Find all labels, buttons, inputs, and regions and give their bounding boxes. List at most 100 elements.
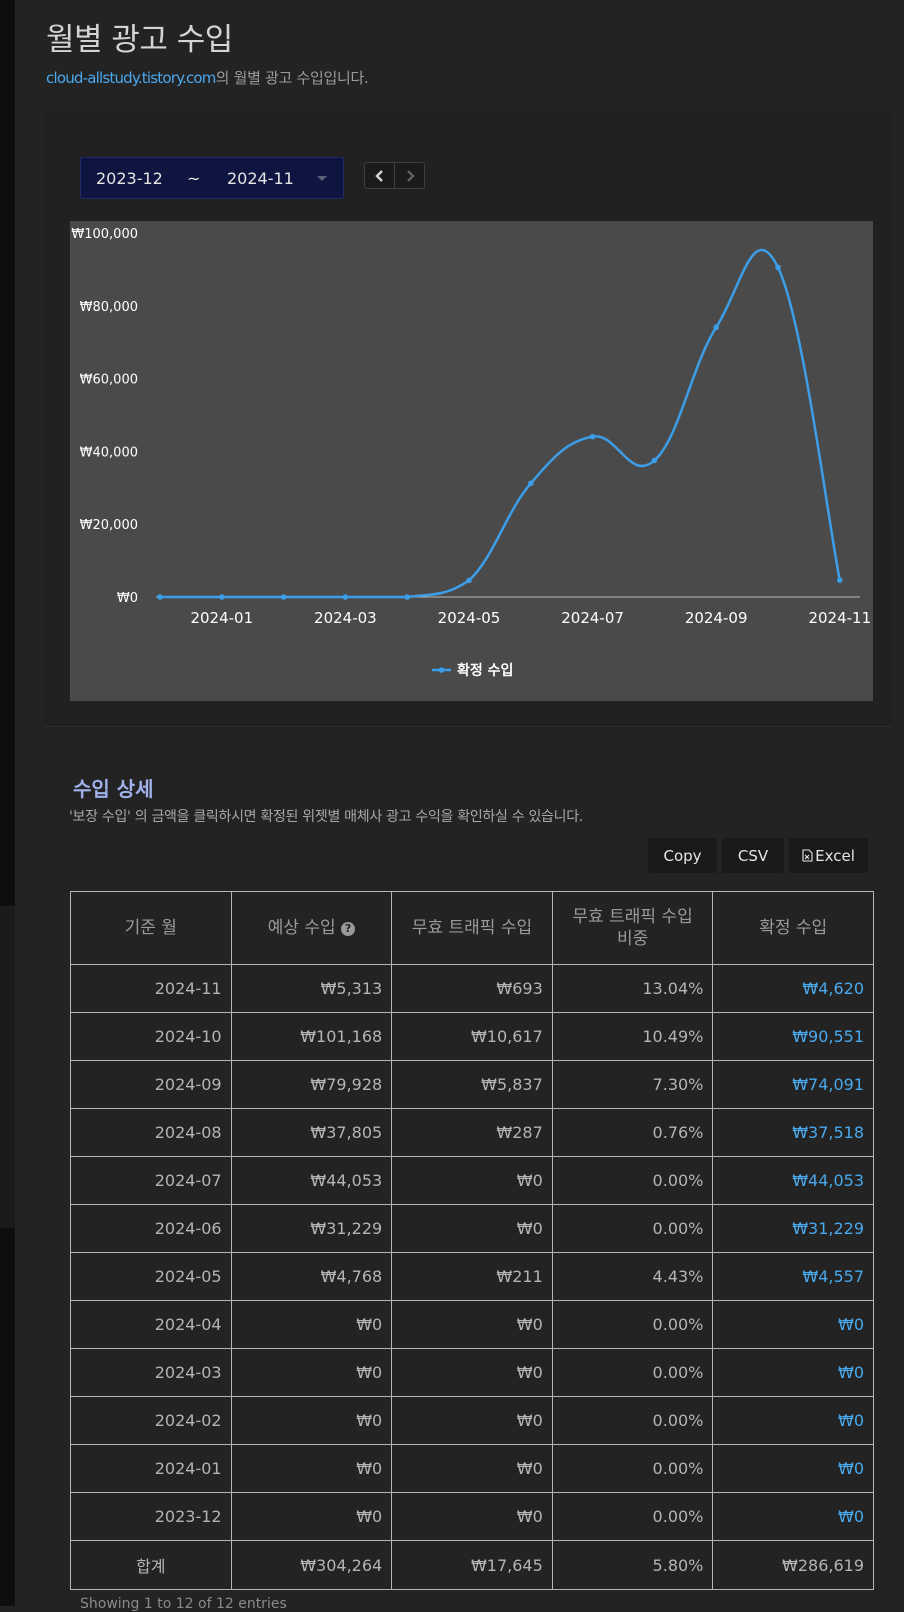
data-point[interactable]: [219, 594, 225, 600]
data-point[interactable]: [404, 594, 411, 600]
excel-file-icon: [802, 849, 813, 862]
data-point[interactable]: [651, 457, 658, 464]
data-point[interactable]: [528, 480, 534, 487]
cell-confirmed[interactable]: ₩0: [712, 1396, 874, 1445]
cell-ratio: 7.30%: [551, 1060, 714, 1109]
cell-confirmed[interactable]: ₩0: [712, 1492, 874, 1541]
col-header-invalid[interactable]: 무효 트래픽 수입: [391, 891, 553, 965]
cell-invalid: ₩0: [391, 1204, 553, 1253]
chevron-right-icon: [406, 169, 415, 182]
cell-expected: ₩0: [230, 1348, 393, 1397]
cell-month: 2024-08: [70, 1108, 232, 1157]
chart-legend[interactable]: 확정 수입: [432, 662, 513, 679]
total-confirmed: ₩286,619: [712, 1540, 874, 1590]
cell-invalid: ₩693: [391, 964, 553, 1013]
table-row: 2024-02 ₩0 ₩0 0.00% ₩0: [70, 1396, 874, 1445]
cell-ratio: 4.43%: [551, 1252, 714, 1301]
cell-invalid: ₩0: [391, 1156, 553, 1205]
x-tick-label: 2024-11: [808, 609, 871, 627]
cell-confirmed[interactable]: ₩31,229: [712, 1204, 874, 1253]
left-edge-strip: [0, 0, 15, 1606]
chevron-left-icon: [374, 169, 383, 182]
cell-expected: ₩0: [230, 1492, 393, 1541]
data-point[interactable]: [713, 324, 719, 331]
copy-button[interactable]: Copy: [648, 838, 717, 873]
data-point[interactable]: [775, 264, 781, 271]
site-link[interactable]: cloud-allstudy.tistory.com: [46, 69, 216, 87]
series-line-confirmed: [160, 248, 842, 599]
cell-confirmed[interactable]: ₩44,053: [712, 1156, 874, 1205]
col-header-ratio[interactable]: 무효 트래픽 수입 비중: [551, 891, 714, 965]
cell-month: 2024-10: [70, 1012, 232, 1061]
table-row: 2024-06 ₩31,229 ₩0 0.00% ₩31,229: [70, 1204, 874, 1253]
table-total-row: 합계 ₩304,264 ₩17,645 5.80% ₩286,619: [70, 1540, 874, 1590]
cell-ratio: 10.49%: [551, 1012, 714, 1061]
cell-invalid: ₩0: [391, 1444, 553, 1493]
cell-confirmed[interactable]: ₩37,518: [712, 1108, 874, 1157]
section-description: '보장 수입' 의 금액을 클릭하시면 확정된 위젯별 매체사 광고 수익을 확…: [69, 809, 583, 825]
cell-expected: ₩79,928: [230, 1060, 393, 1109]
cell-month: 2023-12: [70, 1492, 232, 1541]
cell-expected: ₩101,168: [230, 1012, 393, 1061]
left-edge-strip-segment: [0, 906, 15, 1228]
cell-expected: ₩37,805: [230, 1108, 393, 1157]
x-tick-label: 2024-01: [190, 609, 253, 627]
table-row: 2024-10 ₩101,168 ₩10,617 10.49% ₩90,551: [70, 1012, 874, 1061]
prev-month-button[interactable]: [364, 162, 395, 189]
cell-invalid: ₩287: [391, 1108, 553, 1157]
data-point[interactable]: [466, 577, 472, 584]
table-row: 2024-07 ₩44,053 ₩0 0.00% ₩44,053: [70, 1156, 874, 1205]
page-title: 월별 광고 수입: [46, 22, 233, 58]
month-nav: [364, 162, 425, 189]
cell-invalid: ₩211: [391, 1252, 553, 1301]
cell-confirmed[interactable]: ₩4,620: [712, 964, 874, 1013]
cell-confirmed[interactable]: ₩0: [712, 1348, 874, 1397]
data-point[interactable]: [837, 577, 843, 583]
total-label: 합계: [70, 1540, 232, 1590]
y-tick-label: ₩60,000: [80, 373, 138, 388]
from-month: 2023-12: [96, 169, 163, 188]
next-month-button[interactable]: [395, 162, 425, 189]
date-range-picker[interactable]: 2023-12 ~ 2024-11: [80, 157, 344, 199]
table-row: 2024-05 ₩4,768 ₩211 4.43% ₩4,557: [70, 1252, 874, 1301]
col-header-expected[interactable]: 예상 수입 ?: [230, 891, 393, 965]
table-row: 2024-01 ₩0 ₩0 0.00% ₩0: [70, 1444, 874, 1493]
cell-confirmed[interactable]: ₩74,091: [712, 1060, 874, 1109]
cell-invalid: ₩0: [391, 1492, 553, 1541]
question-circle-icon[interactable]: ?: [341, 922, 356, 936]
y-tick-label: ₩100,000: [71, 227, 138, 242]
cell-confirmed[interactable]: ₩0: [712, 1444, 874, 1493]
cell-ratio: 0.00%: [551, 1396, 714, 1445]
table-row: 2024-03 ₩0 ₩0 0.00% ₩0: [70, 1348, 874, 1397]
cell-confirmed[interactable]: ₩90,551: [712, 1012, 874, 1061]
cell-expected: ₩0: [230, 1300, 393, 1349]
to-month: 2024-11: [227, 169, 294, 188]
cell-invalid: ₩0: [391, 1348, 553, 1397]
cell-ratio: 0.00%: [551, 1300, 714, 1349]
x-tick-label: 2024-09: [685, 609, 748, 627]
excel-button-label: Excel: [815, 846, 855, 865]
cell-confirmed[interactable]: ₩4,557: [712, 1252, 874, 1301]
y-tick-label: ₩80,000: [80, 300, 138, 315]
cell-expected: ₩44,053: [230, 1156, 393, 1205]
data-point[interactable]: [342, 594, 349, 600]
col-header-month[interactable]: 기준 월: [70, 891, 232, 965]
cell-ratio: 0.00%: [551, 1492, 714, 1541]
table-info: Showing 1 to 12 of 12 entries: [80, 1596, 287, 1612]
table-row: 2024-09 ₩79,928 ₩5,837 7.30% ₩74,091: [70, 1060, 874, 1109]
page-subtitle: cloud-allstudy.tistory.com의 월별 광고 수입입니다.: [46, 67, 369, 88]
line-chart-svg: ₩0 ₩20,000 ₩40,000 ₩60,000 ₩80,000 ₩100,000 2…: [71, 227, 871, 679]
table-row: 2023-12 ₩0 ₩0 0.00% ₩0: [70, 1492, 874, 1541]
cell-confirmed[interactable]: ₩0: [712, 1300, 874, 1349]
data-point[interactable]: [589, 433, 596, 440]
cell-month: 2024-02: [70, 1396, 232, 1445]
data-point[interactable]: [157, 594, 163, 600]
cell-ratio: 0.00%: [551, 1444, 714, 1493]
col-header-confirmed[interactable]: 확정 수입: [712, 891, 874, 965]
income-detail-table: 기준 월 예상 수입 ? 무효 트래픽 수입 무효 트래픽 수입 비중 확정 수…: [70, 891, 874, 1590]
subtitle-suffix: 의 월별 광고 수입입니다.: [215, 69, 369, 87]
excel-button[interactable]: Excel: [789, 838, 868, 873]
csv-button[interactable]: CSV: [722, 838, 784, 873]
cell-invalid: ₩5,837: [391, 1060, 553, 1109]
data-point[interactable]: [280, 594, 287, 600]
